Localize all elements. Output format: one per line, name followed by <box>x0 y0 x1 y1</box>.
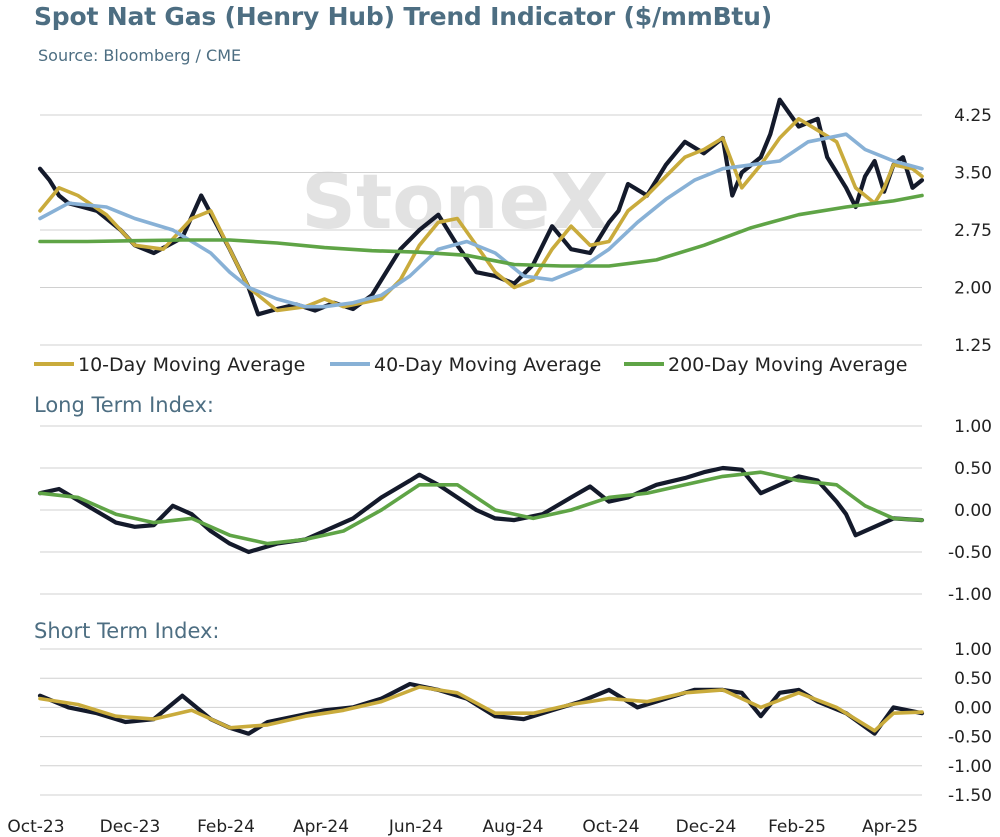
x-tick-label: Feb-24 <box>197 817 255 837</box>
legend-label: 40-Day Moving Average <box>374 354 601 376</box>
series-line-short-index-smooth <box>38 685 924 733</box>
y-tick-label: 0.50 <box>954 459 992 479</box>
y-tick-label: 4.25 <box>954 106 992 126</box>
y-tick-label: -1.50 <box>948 786 992 806</box>
series-line-200-day-moving-average <box>38 193 924 268</box>
x-tick-label: Dec-24 <box>676 817 737 837</box>
y-tick-label: 1.00 <box>954 640 992 660</box>
x-tick-label: Oct-24 <box>582 817 639 837</box>
y-tick-label: 0.00 <box>954 501 992 521</box>
panel-titles: Long Term Index: Short Term Index: <box>34 393 220 643</box>
series-line-40-day-moving-average <box>38 132 924 309</box>
y-tick-label: -1.00 <box>948 585 992 605</box>
series-line-price <box>37 97 925 317</box>
y-tick-label: 2.75 <box>954 221 992 241</box>
chart-source: Source: Bloomberg / CME <box>38 46 242 65</box>
x-tick-label: Aug-24 <box>483 817 544 837</box>
y-tick-label: 1.25 <box>954 336 992 356</box>
chart-title: Spot Nat Gas (Henry Hub) Trend Indicator… <box>34 2 773 31</box>
y-tick-label: 0.00 <box>954 698 992 718</box>
y-tick-label: -0.50 <box>948 728 992 748</box>
legend-label: 10-Day Moving Average <box>78 354 305 376</box>
legend-label: 200-Day Moving Average <box>668 354 907 376</box>
x-tick-label: Dec-23 <box>100 817 161 837</box>
y-tick-label: 0.50 <box>954 669 992 689</box>
series-line-short-index <box>37 681 925 736</box>
series-line-long-index <box>37 465 925 555</box>
x-tick-label: Jun-24 <box>388 817 443 837</box>
y-tick-label: 1.00 <box>954 417 992 437</box>
y-tick-label: -0.50 <box>948 543 992 563</box>
series-line-10-day-moving-average <box>38 117 924 313</box>
tick-labels: 1.25 2.00 2.75 3.50 4.25 1.00 0.50 0.00 -0.50 -1.… <box>7 106 992 837</box>
x-tick-label: Feb-25 <box>768 817 826 837</box>
y-tick-label: -1.00 <box>948 757 992 777</box>
series-line-long-index-smooth <box>38 470 924 546</box>
legend: 10-Day Moving Average 40-Day Moving Avera… <box>34 354 907 376</box>
series-lines <box>37 97 925 736</box>
x-tick-label: Apr-24 <box>293 817 349 837</box>
y-tick-label: 2.00 <box>954 279 992 299</box>
watermark-logo: StoneX <box>301 157 609 246</box>
panel-title: Long Term Index: <box>34 393 214 417</box>
panel-title: Short Term Index: <box>34 619 220 643</box>
gridlines <box>40 114 922 796</box>
x-tick-label: Oct-23 <box>7 817 64 837</box>
y-tick-label: 3.50 <box>954 164 992 184</box>
x-tick-label: Apr-25 <box>862 817 918 837</box>
